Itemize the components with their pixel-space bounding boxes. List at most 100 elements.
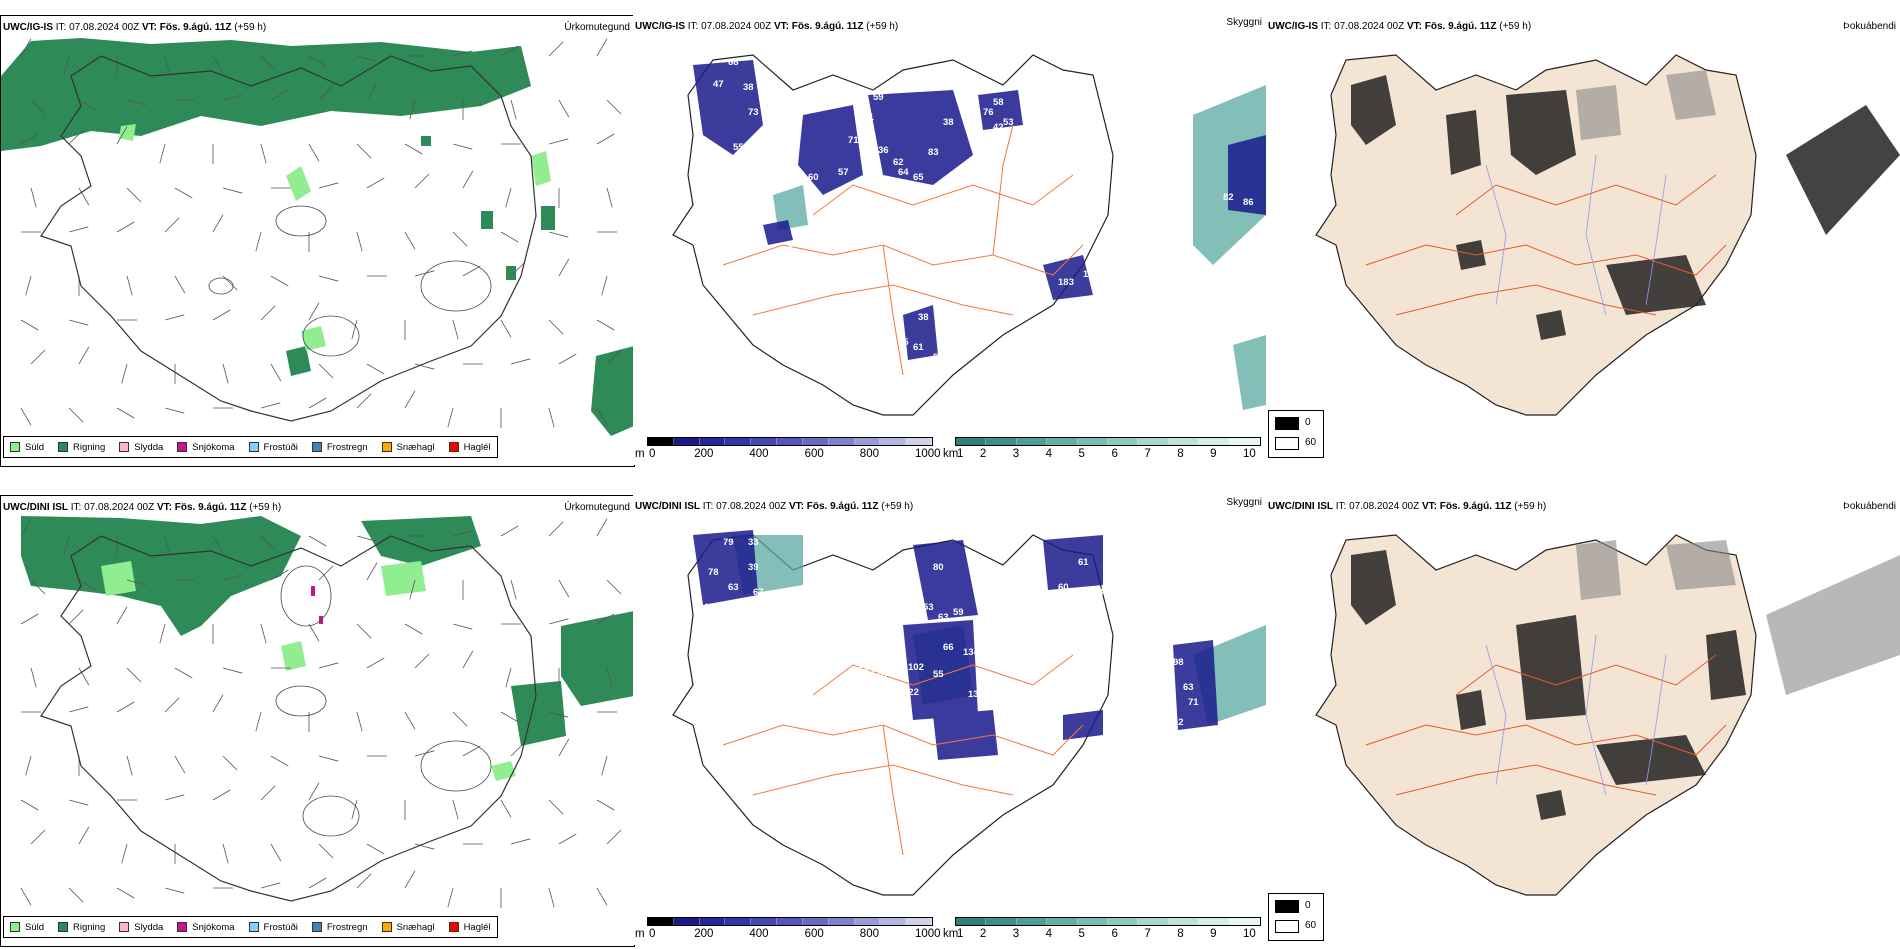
wind-barb [404, 390, 416, 409]
wind-barb [606, 829, 622, 845]
wind-barb [318, 565, 334, 581]
wind-barb [30, 579, 46, 595]
precip-type-panel-dini: UWC/DINI ISL IT: 07.08.2024 00Z VT: Fös.… [0, 495, 635, 947]
ceiling-label: 38 [743, 82, 754, 93]
wind-barb [260, 623, 267, 644]
colorbar-tick: 7 [1144, 448, 1151, 460]
visibility-colorbar: km 1 2 3 4 5 6 7 8 9 10 [943, 437, 1263, 463]
wind-barb [78, 187, 90, 206]
ceiling-areas [693, 530, 1218, 760]
legend-item: Rigning [58, 442, 105, 453]
fog-legend-white-label: 60 [1305, 920, 1317, 931]
wind-barb [308, 623, 320, 642]
wind-barb [500, 231, 519, 243]
colorbar-tick: 3 [1012, 448, 1020, 460]
wind-barb [500, 525, 519, 537]
wind-barb [308, 535, 327, 547]
colorbar-unit: m [635, 928, 645, 940]
colorbar-tick: 200 [694, 448, 714, 460]
wind-barb [404, 623, 423, 635]
colorbar-tick: 10 [1243, 928, 1256, 940]
colorbar-tick: 7 [1144, 928, 1151, 940]
wind-barb [409, 99, 416, 120]
wind-barb [500, 711, 519, 723]
wind-barb [164, 55, 171, 76]
legend-swatch [177, 442, 188, 452]
panel-header: UWC/DINI ISL IT: 07.08.2024 00Z VT: Fös.… [3, 502, 282, 513]
wind-barb [212, 55, 224, 74]
wind-barb [510, 741, 526, 757]
wind-barb [20, 887, 32, 906]
colorbar-strip [955, 917, 1261, 926]
wind-barb [78, 579, 97, 591]
wind-barb [68, 799, 89, 806]
road-network [1365, 174, 1727, 316]
wind-barb [116, 701, 135, 713]
legend-item: Frostúði [248, 442, 298, 453]
legend-swatch [248, 922, 259, 932]
ceiling-labels: 79 33 39 78 63 67 42 101 80 53 59 66 134 63 55 102 122 13… [703, 537, 1199, 728]
colorbar-tick: 800 [859, 448, 879, 460]
wind-barb [174, 755, 186, 774]
ceiling-label: 73 [748, 107, 759, 118]
colorbar-tick: 4 [1045, 448, 1053, 460]
colorbar-tick: 3 [1012, 928, 1020, 940]
legend-swatch [58, 442, 69, 452]
colorbar-tick: 5 [1078, 928, 1085, 940]
wind-barb [500, 319, 512, 338]
road-network [722, 654, 1084, 856]
wind-barb [116, 221, 135, 233]
colorbar-unit: m [635, 448, 645, 460]
wind-barb [601, 275, 608, 296]
legend-item: Frostregn [311, 442, 368, 453]
wind-barb [68, 226, 89, 233]
wind-barb [366, 657, 385, 669]
wind-barb [596, 38, 608, 57]
wind-barb [270, 89, 289, 101]
wind-barb [20, 407, 32, 426]
wind-barb [452, 50, 473, 57]
wind-barb [548, 231, 569, 238]
ceiling-label: 62 [893, 157, 904, 168]
fog-grey-areas [1576, 70, 1716, 140]
legend-label: Slydda [134, 441, 164, 453]
wind-barb [452, 319, 459, 340]
wind-barb [260, 143, 267, 164]
wind-barb [30, 99, 46, 115]
ceiling-label: 65 [898, 337, 909, 348]
legend-swatch [311, 922, 322, 932]
panel-header: UWC/IG-IS IT: 07.08.2024 00Z VT: Fös. 9.… [3, 22, 267, 33]
wind-barb [68, 706, 89, 713]
wind-barb [78, 346, 90, 365]
wind-barb [366, 562, 378, 581]
wind-barb [308, 877, 327, 889]
wind-barb [116, 407, 135, 419]
legend-item: Súld [10, 922, 44, 933]
ceiling-colorbar: m 0 200 400 600 800 1000 [635, 917, 941, 943]
wind-barb [510, 261, 526, 277]
wind-barb [548, 618, 569, 625]
ceiling-label: 38 [943, 117, 954, 128]
wind-barb [20, 799, 39, 811]
wind-barb [68, 609, 84, 625]
wind-barb [366, 363, 385, 375]
ceiling-label: 53 [1003, 117, 1014, 128]
colorbar-tick: 400 [749, 928, 769, 940]
wind-barb [596, 518, 608, 537]
ceiling-label: 61 [1078, 557, 1089, 568]
wind-barb [318, 182, 339, 189]
legend-swatch [381, 922, 392, 932]
ceiling-label: 76 [983, 107, 994, 118]
wind-barb [558, 833, 577, 845]
colorbar-tick: 9 [1210, 448, 1217, 460]
wind-barb [25, 275, 32, 296]
wind-barb [414, 173, 430, 189]
ceiling-areas [693, 60, 1266, 360]
fog-panel-dini: UWC/DINI ISL IT: 07.08.2024 00Z VT: Fös.… [1266, 495, 1900, 945]
wind-barb [20, 133, 39, 145]
wind-barb [452, 623, 473, 630]
colorbar-tick: 6 [1111, 928, 1118, 940]
ceiling-visibility-panel-dini: 79 33 39 78 63 67 42 101 80 53 59 66 134 63 55 102 122 13… [633, 495, 1266, 945]
snow-area [311, 586, 323, 624]
wind-barb [510, 99, 517, 120]
